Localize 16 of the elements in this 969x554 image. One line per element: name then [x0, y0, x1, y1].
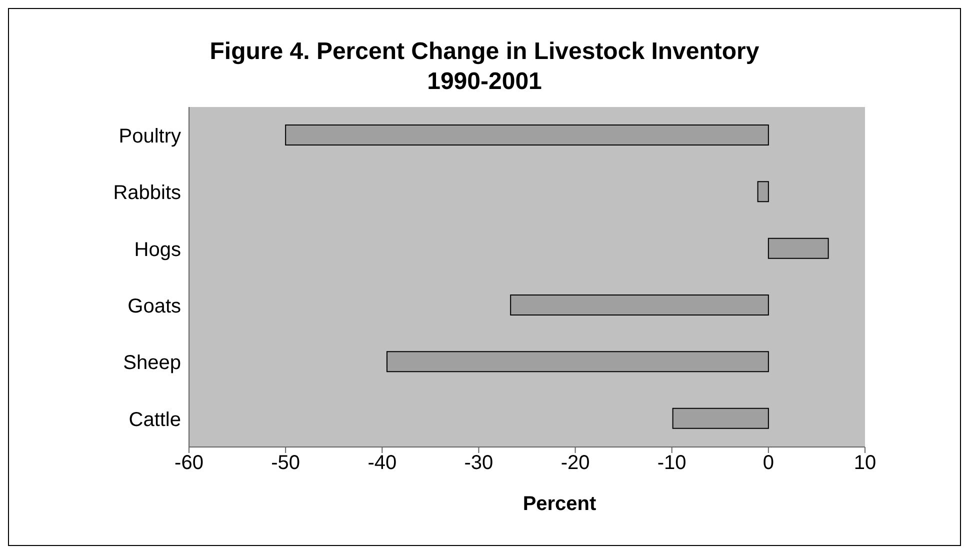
y-tick-label: Hogs: [134, 238, 181, 261]
x-tick-label: -60: [174, 452, 204, 474]
x-tick-label: 10: [854, 452, 876, 474]
x-tick-label: 0: [762, 452, 774, 474]
x-tick-label: -50: [271, 452, 300, 474]
y-tick-label: Goats: [128, 295, 181, 318]
x-tick-label: -10: [657, 452, 686, 474]
x-tick-label: -30: [464, 452, 494, 474]
x-tick-label: -20: [560, 452, 590, 474]
y-tick-label: Poultry: [118, 125, 181, 148]
y-tick-label: Rabbits: [113, 182, 181, 204]
x-tick-label: -40: [368, 452, 397, 474]
y-tick-label: Cattle: [128, 408, 181, 431]
chart-title: Figure 4. Percent Change in Livestock Inventory 1990-2001: [208, 37, 760, 97]
y-tick-label: Sheep: [123, 352, 181, 374]
x-axis-title: Percent: [522, 493, 598, 516]
